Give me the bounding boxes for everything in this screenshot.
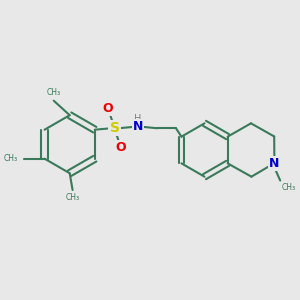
Text: N: N (133, 120, 143, 133)
Text: O: O (116, 142, 126, 154)
Text: H: H (134, 114, 141, 124)
Text: CH₃: CH₃ (282, 183, 296, 192)
Text: CH₃: CH₃ (65, 194, 80, 202)
Text: O: O (103, 102, 113, 115)
Text: N: N (269, 157, 280, 169)
Text: CH₃: CH₃ (47, 88, 61, 97)
Text: S: S (110, 121, 119, 135)
Text: CH₃: CH₃ (4, 154, 18, 163)
